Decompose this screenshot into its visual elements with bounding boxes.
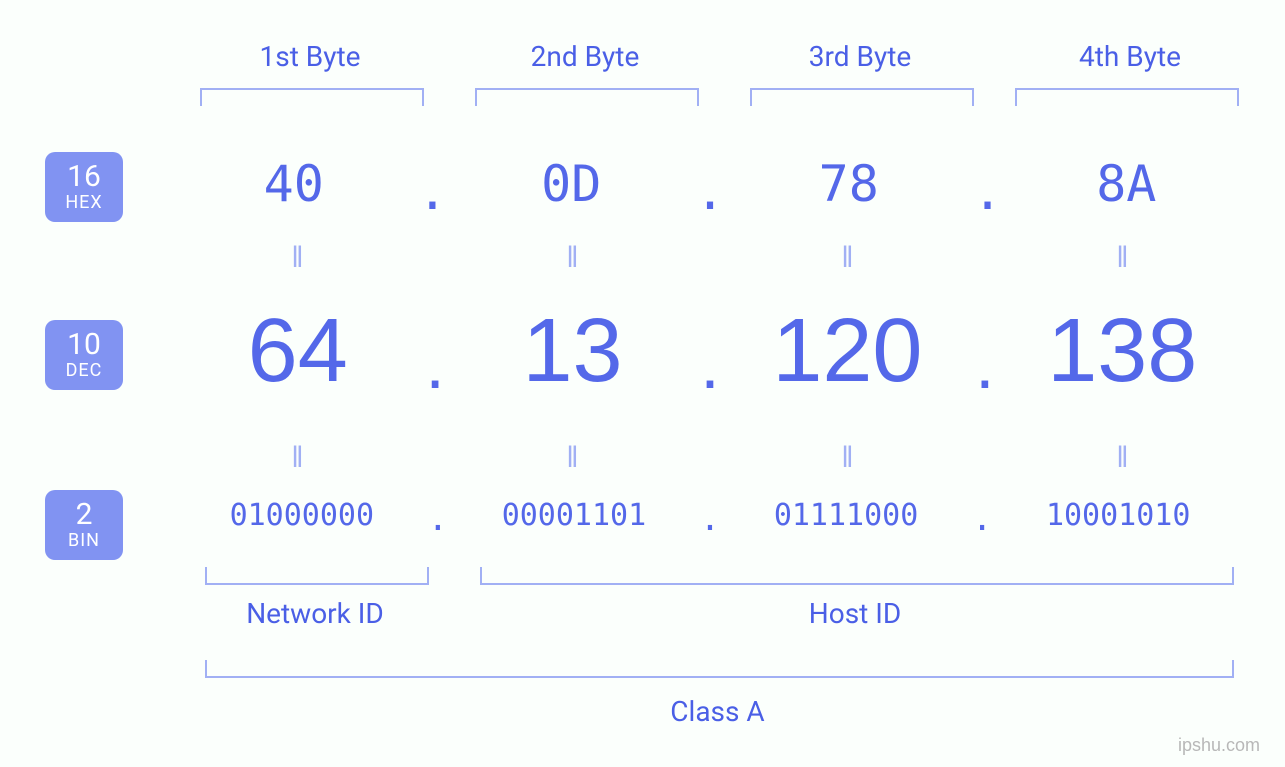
network-id-bracket xyxy=(205,567,429,585)
equals-icon: ǁ xyxy=(455,440,690,475)
bin-byte-4: 10001010 xyxy=(996,498,1240,533)
bin-row: 01000000 . 00001101 . 01111000 . 1000101… xyxy=(180,495,1240,535)
top-bracket-1 xyxy=(200,88,424,106)
badge-dec-label: DEC xyxy=(66,362,103,380)
badge-bin: 2 BIN xyxy=(45,490,123,560)
equals-icon: ǁ xyxy=(455,240,690,275)
hex-byte-3: 78 xyxy=(735,155,962,213)
equals-row-1: ǁ ǁ ǁ ǁ xyxy=(180,240,1240,275)
equals-icon: ǁ xyxy=(730,440,965,475)
hex-row: 40 . 0D . 78 . 8A xyxy=(180,155,1240,213)
dot-icon: . xyxy=(415,324,454,404)
badge-hex-label: HEX xyxy=(65,194,102,212)
top-bracket-2 xyxy=(475,88,699,106)
class-bracket xyxy=(205,660,1234,678)
equals-icon: ǁ xyxy=(180,240,415,275)
dot-icon: . xyxy=(407,163,457,221)
dot-icon: . xyxy=(965,324,1004,404)
watermark: ipshu.com xyxy=(1178,735,1260,756)
dec-byte-4: 138 xyxy=(1005,300,1240,403)
hex-byte-1: 40 xyxy=(180,155,407,213)
byte-header-1: 1st Byte xyxy=(195,40,425,73)
dec-row: 64 . 13 . 120 . 138 xyxy=(180,300,1240,403)
dec-byte-2: 13 xyxy=(455,300,690,403)
top-bracket-3 xyxy=(750,88,974,106)
badge-hex-num: 16 xyxy=(67,162,101,192)
equals-icon: ǁ xyxy=(180,440,415,475)
byte-header-4: 4th Byte xyxy=(1015,40,1245,73)
equals-icon: ǁ xyxy=(1005,440,1240,475)
equals-icon: ǁ xyxy=(1005,240,1240,275)
ip-diagram: 1st Byte 2nd Byte 3rd Byte 4th Byte 16 H… xyxy=(0,0,1285,767)
equals-icon: ǁ xyxy=(730,240,965,275)
dot-icon: . xyxy=(424,499,452,539)
dot-icon: . xyxy=(968,499,996,539)
hex-byte-2: 0D xyxy=(458,155,685,213)
dec-byte-1: 64 xyxy=(180,300,415,403)
network-id-label: Network ID xyxy=(205,597,425,630)
host-id-bracket xyxy=(480,567,1234,585)
badge-dec: 10 DEC xyxy=(45,320,123,390)
badge-hex: 16 HEX xyxy=(45,152,123,222)
byte-header-3: 3rd Byte xyxy=(745,40,975,73)
host-id-label: Host ID xyxy=(480,597,1230,630)
bin-byte-2: 00001101 xyxy=(452,498,696,533)
bin-byte-1: 01000000 xyxy=(180,498,424,533)
dec-byte-3: 120 xyxy=(730,300,965,403)
dot-icon: . xyxy=(962,163,1012,221)
badge-bin-num: 2 xyxy=(76,500,93,530)
dot-icon: . xyxy=(696,499,724,539)
badge-bin-label: BIN xyxy=(68,532,100,550)
byte-header-2: 2nd Byte xyxy=(470,40,700,73)
top-bracket-4 xyxy=(1015,88,1239,106)
dot-icon: . xyxy=(685,163,735,221)
equals-row-2: ǁ ǁ ǁ ǁ xyxy=(180,440,1240,475)
dot-icon: . xyxy=(690,324,729,404)
hex-byte-4: 8A xyxy=(1013,155,1240,213)
badge-dec-num: 10 xyxy=(67,330,101,360)
class-label: Class A xyxy=(205,695,1230,728)
bin-byte-3: 01111000 xyxy=(724,498,968,533)
